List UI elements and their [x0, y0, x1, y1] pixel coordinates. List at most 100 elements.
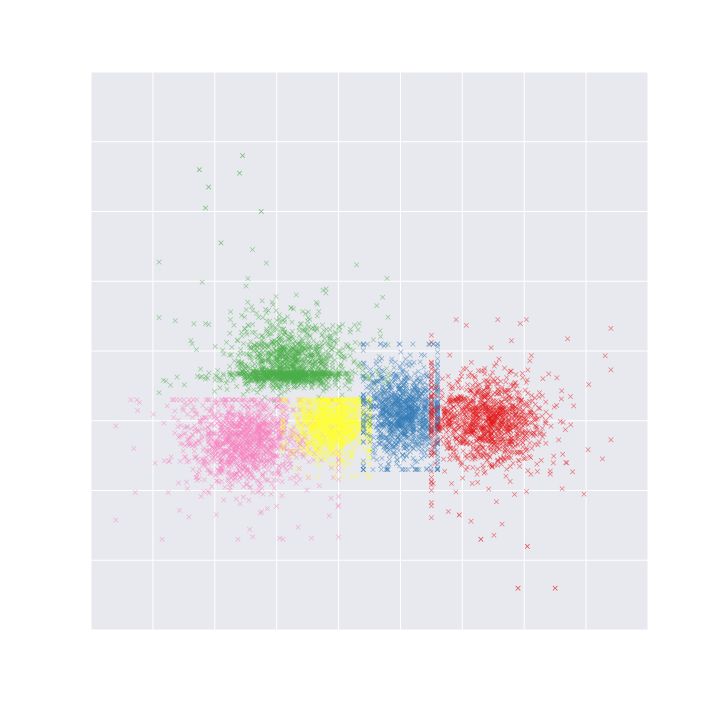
series-1-point — [163, 378, 169, 384]
series-1-point — [320, 388, 326, 394]
series-1-point — [378, 334, 384, 340]
series-1-point — [234, 383, 240, 390]
series-1-point — [328, 370, 334, 376]
series-1-point — [347, 353, 353, 359]
series-1-point — [323, 286, 329, 292]
series-1-point — [332, 357, 338, 363]
series-1-point — [344, 378, 350, 384]
series-1-point — [191, 321, 197, 327]
series-1-point — [380, 294, 386, 300]
series-1-point — [286, 336, 292, 342]
series-1-point — [374, 303, 380, 309]
series-1-point — [292, 378, 298, 384]
series-1-point — [228, 352, 234, 358]
series-1-point — [305, 315, 311, 321]
series-1-point — [355, 362, 362, 368]
series-1-point — [328, 353, 334, 359]
series-1-point — [298, 341, 304, 347]
series-1-point — [339, 392, 345, 398]
series-1-point — [376, 353, 382, 359]
series-1-point — [231, 358, 237, 364]
series-1-point — [264, 366, 270, 372]
series-1-point — [292, 339, 298, 345]
series-1-point — [311, 364, 317, 370]
series-1-point — [181, 382, 187, 388]
series-1-point — [243, 369, 250, 375]
series-1-point — [266, 359, 272, 365]
series-1-point — [370, 337, 376, 343]
series-1-point — [311, 326, 317, 332]
series-1-point — [224, 339, 230, 345]
series-1-point — [198, 374, 205, 380]
series-1-point — [323, 382, 329, 388]
series-1-point — [282, 389, 288, 395]
series-1-point — [242, 314, 248, 320]
series-1-point — [217, 385, 223, 391]
series-1-point — [324, 366, 330, 372]
series-1-point — [312, 323, 318, 329]
series-1-point — [251, 387, 257, 393]
series-1-point — [336, 324, 342, 330]
series-1-point — [305, 309, 311, 315]
series-1-point — [223, 380, 229, 386]
series-1-point — [249, 304, 255, 310]
series-1-point — [381, 380, 387, 386]
series-1-point — [303, 311, 309, 317]
series-1-point — [214, 373, 220, 379]
series-1-point — [337, 324, 343, 330]
series-1-point — [377, 328, 383, 334]
series-1-point — [317, 343, 324, 350]
series-1-point — [275, 383, 281, 389]
series-1-point — [259, 298, 265, 304]
series-1-point — [307, 366, 313, 372]
series-1-point — [212, 377, 218, 383]
series-1-point — [300, 345, 306, 351]
series-1-point — [295, 350, 301, 357]
series-1-point — [220, 371, 226, 377]
series-1-point — [315, 349, 321, 355]
series-1-point — [351, 358, 357, 364]
series-1-point — [273, 327, 279, 333]
series-1-point — [332, 329, 338, 335]
series-1-point — [351, 359, 357, 365]
data-points — [113, 153, 614, 591]
series-1-point — [174, 374, 180, 380]
series-1-point — [276, 312, 283, 318]
series-1-point — [304, 330, 310, 336]
series-1-point — [246, 385, 252, 391]
series-1-point — [315, 383, 321, 390]
series-1-point — [356, 364, 362, 370]
series-1-point — [189, 341, 195, 347]
series-1-point — [239, 312, 245, 318]
series-1-point — [270, 302, 276, 308]
series-1-point — [346, 386, 352, 392]
series-1-point — [305, 341, 311, 347]
series-1-point — [349, 376, 355, 382]
series-1-point — [285, 387, 292, 393]
series-1-point — [329, 365, 335, 371]
series-1-point — [252, 361, 258, 367]
series-1-point — [293, 292, 299, 298]
series-1-point — [276, 322, 282, 328]
series-1-point — [310, 338, 317, 344]
series-1-point — [288, 331, 294, 337]
series-1-point — [240, 341, 247, 347]
series-1-point — [317, 366, 323, 372]
series-1-point — [337, 328, 343, 334]
series-1-point — [347, 379, 353, 385]
series-1-point — [267, 383, 273, 389]
series-1-point — [336, 373, 342, 379]
series-1-point — [332, 331, 339, 337]
series-1-point — [202, 321, 209, 327]
series-1-point — [263, 260, 269, 266]
series-1-point — [335, 336, 341, 342]
series-1-point — [256, 314, 262, 320]
series-1-point — [330, 323, 336, 329]
series-1-point — [240, 392, 246, 398]
series-1-point — [249, 329, 255, 335]
series-1-point — [327, 371, 333, 377]
series-1-point — [283, 331, 289, 337]
series-1-point — [340, 346, 346, 352]
series-1-point — [264, 350, 270, 356]
series-1-point — [299, 356, 305, 362]
